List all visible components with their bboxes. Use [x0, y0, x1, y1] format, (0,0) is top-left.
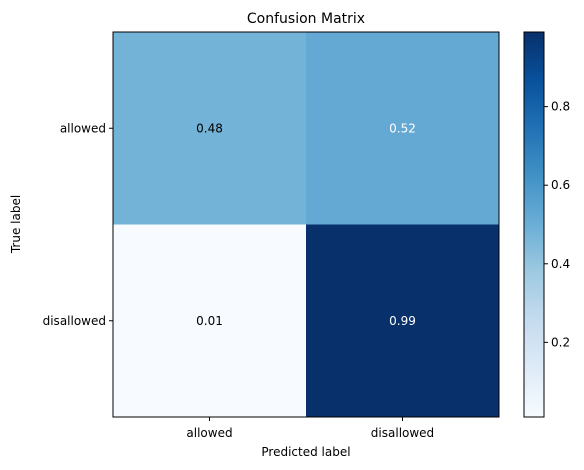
colorbar-tick-label: 0.4 [551, 257, 570, 271]
colorbar-tick-label: 0.2 [551, 335, 570, 349]
colorbar-tick-label: 0.6 [551, 178, 570, 192]
x-axis-label: Predicted label [261, 445, 350, 459]
cell-value-label: 0.52 [389, 121, 416, 135]
heatmap-cell [113, 224, 306, 417]
cell-value-label: 0.48 [196, 121, 223, 135]
x-tick-label: allowed [186, 426, 232, 440]
heatmap-cell [306, 32, 499, 225]
y-tick-label: disallowed [43, 314, 106, 328]
colorbar [523, 31, 545, 418]
y-axis-label: True label [9, 195, 23, 254]
chart-title: Confusion Matrix [247, 11, 365, 27]
x-axis-ticks: allowed disallowed [186, 417, 434, 440]
x-tick-label: disallowed [371, 426, 434, 440]
y-tick-label: allowed [60, 121, 106, 135]
cell-value-label: 0.99 [389, 314, 416, 328]
plot-frame [112, 31, 500, 418]
y-axis-ticks: allowed disallowed [43, 121, 113, 328]
heatmap-cell [113, 32, 306, 225]
heatmap-cells [113, 32, 499, 417]
cell-value-label: 0.01 [196, 314, 223, 328]
colorbar-tick-label: 0.8 [551, 100, 570, 114]
colorbar-ticks: 0.2 0.4 0.6 0.8 [544, 100, 570, 349]
heatmap-cell [306, 224, 499, 417]
heatmap-value-labels: 0.48 0.52 0.01 0.99 [196, 121, 416, 328]
